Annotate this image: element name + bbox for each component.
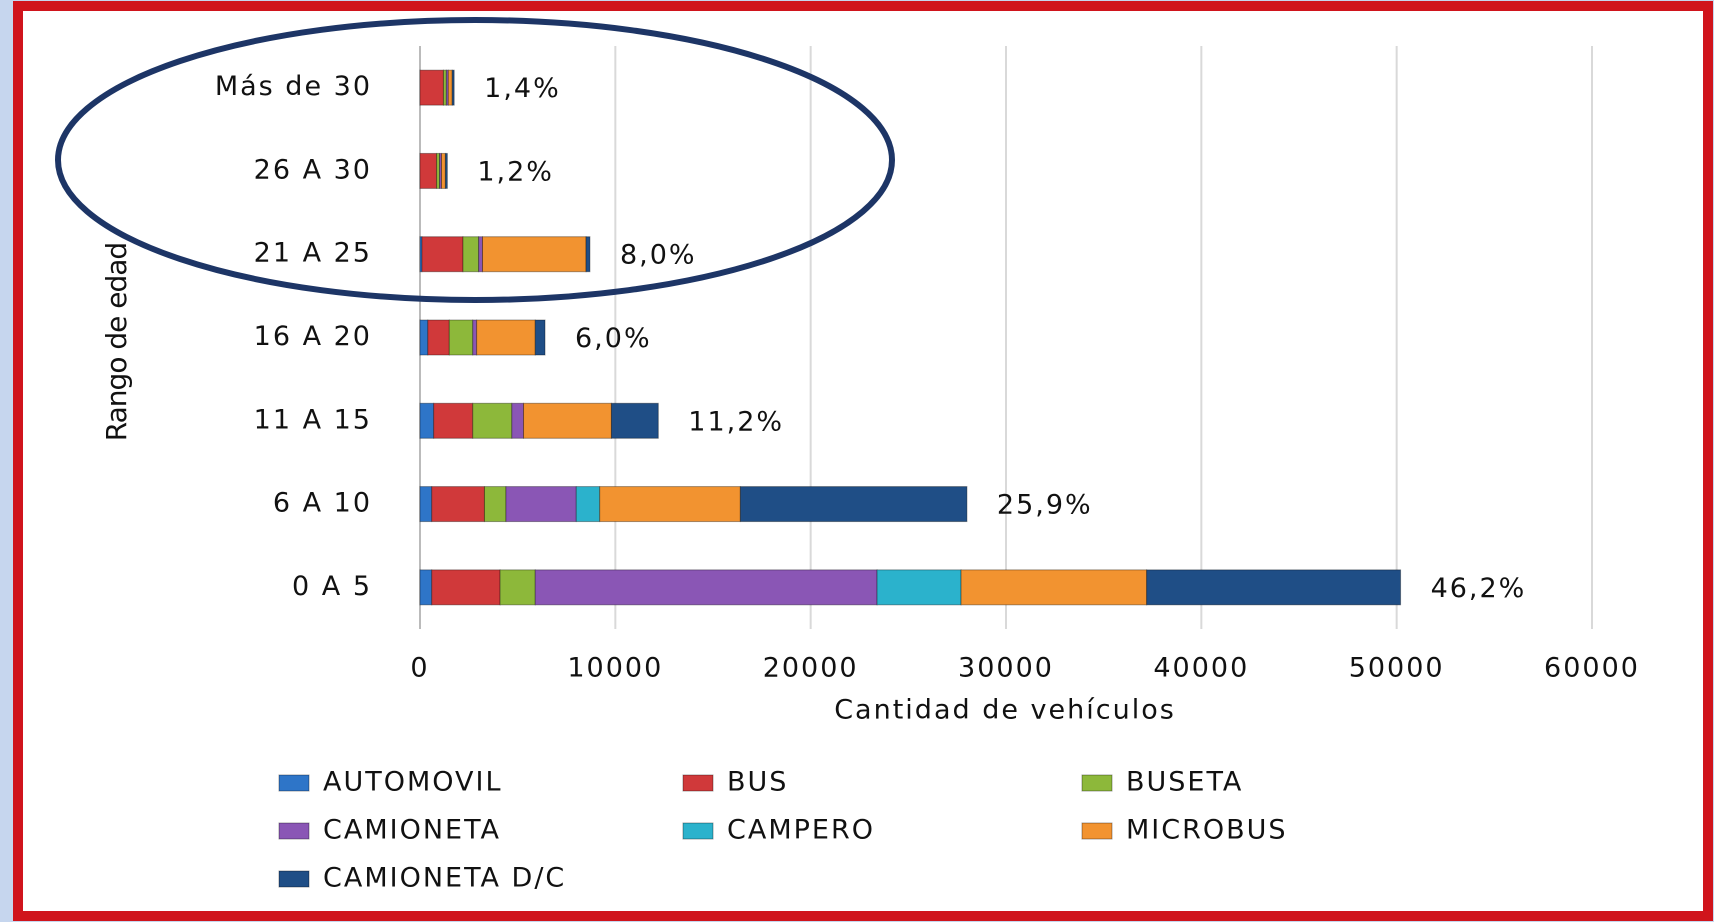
bar-segment — [419, 152, 438, 189]
y-tick-label: 26 A 30 — [254, 154, 372, 185]
y-tick-label: Más de 30 — [215, 71, 372, 102]
legend-label: MICROBUS — [1126, 815, 1288, 846]
x-tick-label: 60000 — [1544, 653, 1640, 684]
total-label: 8,0% — [620, 240, 697, 271]
bar-segment — [472, 319, 478, 356]
bar-segment — [431, 569, 501, 606]
bar-segment — [478, 236, 484, 273]
legend-label: BUSETA — [1126, 767, 1243, 798]
bar-segment — [447, 69, 453, 106]
x-tick-label: 50000 — [1349, 653, 1445, 684]
legend-swatch — [278, 822, 310, 840]
bar-segment — [499, 569, 536, 606]
bar-segment — [960, 569, 1148, 606]
bar-segment — [599, 486, 741, 523]
bar-segment — [472, 402, 513, 439]
total-label: 1,4% — [484, 73, 561, 104]
total-label: 11,2% — [688, 406, 784, 437]
bar-segment — [427, 319, 450, 356]
bar-segment — [511, 402, 525, 439]
bar-segment — [534, 569, 878, 606]
y-tick-label: 0 A 5 — [292, 571, 372, 602]
x-tick-label: 30000 — [958, 653, 1054, 684]
bar-segment — [739, 486, 968, 523]
bar-segment — [483, 486, 507, 523]
x-tick-label: 0 — [410, 653, 429, 684]
total-label: 1,2% — [477, 156, 554, 187]
legend-swatch — [682, 822, 714, 840]
total-label: 6,0% — [575, 323, 652, 354]
y-tick-label: 21 A 25 — [254, 238, 372, 269]
x-axis-label: Cantidad de vehículos — [834, 695, 1176, 726]
bar-segment — [419, 69, 444, 106]
bar-segment — [505, 486, 577, 523]
legend-label: BUS — [727, 767, 788, 798]
bar-segment — [476, 319, 536, 356]
bar-segment — [534, 319, 546, 356]
bar-segment — [419, 402, 435, 439]
bar-segment — [482, 236, 587, 273]
bar-segment — [440, 152, 446, 189]
y-axis-label: Rango de edad — [100, 243, 133, 441]
bar-segment — [610, 402, 659, 439]
legend-label: CAMIONETA D/C — [323, 863, 566, 894]
bar-segment — [451, 69, 455, 106]
bar-segment — [523, 402, 612, 439]
bar-segment — [444, 152, 448, 189]
bar-segment — [419, 486, 433, 523]
bar-segment — [1146, 569, 1402, 606]
highlight-ellipse — [55, 17, 895, 303]
plot-area: 0 10000 20000 30000 40000 50000 60000 Más de 30… — [215, 46, 1640, 684]
legend-label: CAMIONETA — [323, 815, 501, 846]
legend-label: AUTOMOVIL — [323, 767, 503, 798]
x-tick-label: 20000 — [763, 653, 859, 684]
legend-swatch — [278, 870, 310, 888]
bar-segment — [433, 402, 474, 439]
bar-segment — [462, 236, 480, 273]
bar-segment — [419, 569, 433, 606]
bar-segment — [448, 319, 474, 356]
legend-swatch — [278, 774, 310, 792]
legend-swatch — [682, 774, 714, 792]
y-tick-label: 11 A 15 — [254, 404, 372, 435]
bar-segment — [575, 486, 601, 523]
total-label: 46,2% — [1431, 573, 1527, 604]
bar-segment — [876, 569, 962, 606]
legend-swatch — [1081, 774, 1113, 792]
y-tick-label: 16 A 20 — [254, 321, 372, 352]
frame — [13, 1, 1713, 921]
bar-segment — [419, 319, 429, 356]
y-tick-label: 6 A 10 — [273, 488, 372, 519]
bar-segment — [585, 236, 591, 273]
bar-segment — [421, 236, 464, 273]
x-tick-label: 10000 — [567, 653, 663, 684]
total-label: 25,9% — [997, 490, 1093, 521]
legend-label: CAMPERO — [727, 815, 875, 846]
bar-segment — [431, 486, 485, 523]
x-tick-label: 40000 — [1153, 653, 1249, 684]
legend-swatch — [1081, 822, 1113, 840]
